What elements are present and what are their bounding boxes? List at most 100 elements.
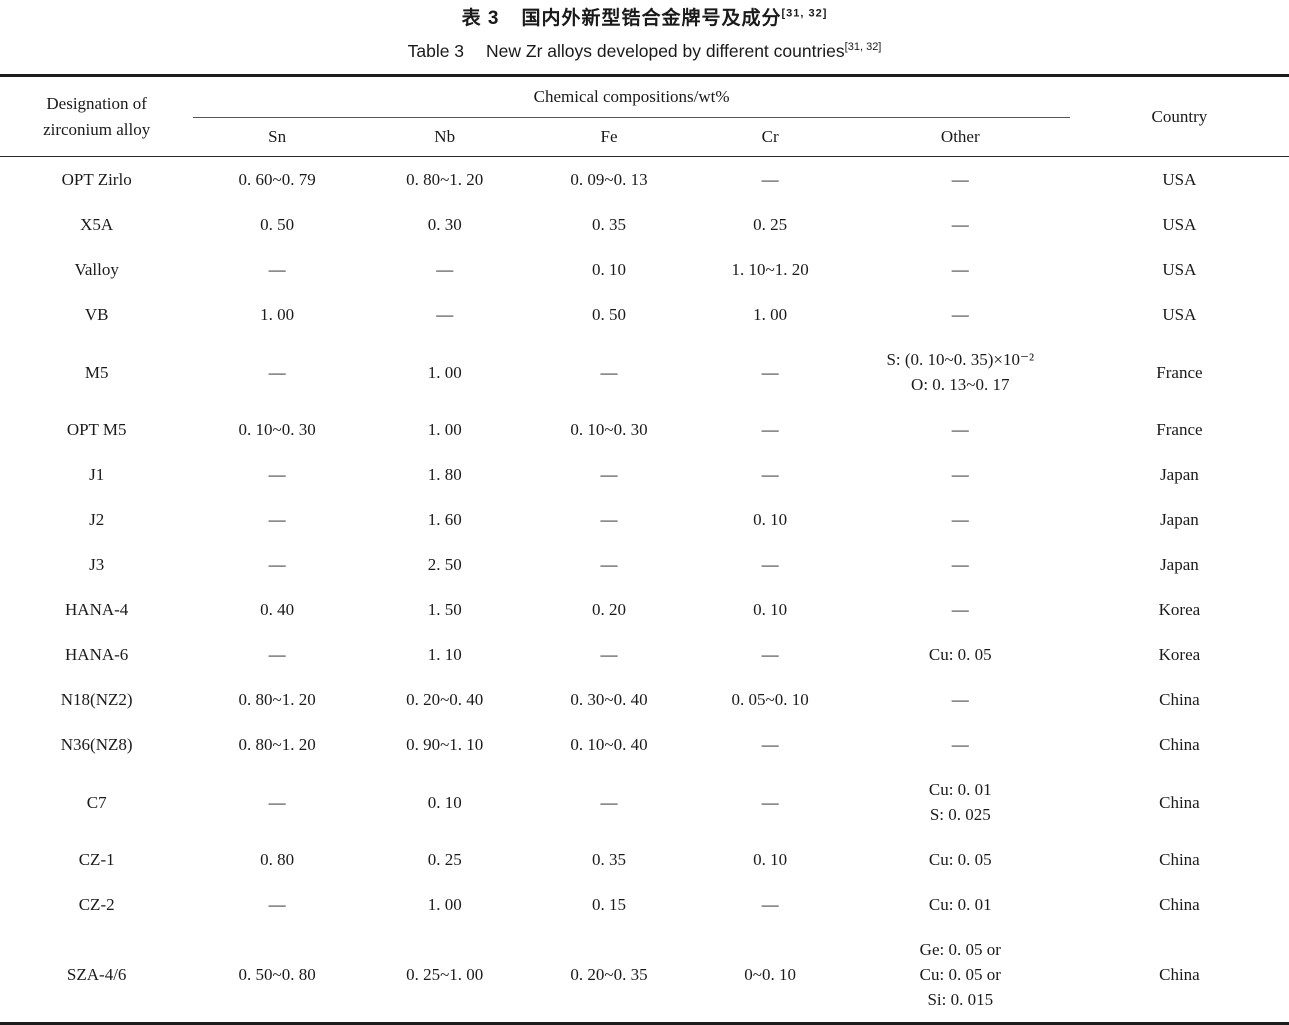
table-title-en-label: Table 3: [407, 41, 465, 61]
cell-line: —: [951, 170, 969, 189]
cell-nb: 1. 00: [427, 362, 462, 382]
cell-nb: —: [436, 260, 454, 279]
cell-line: —: [951, 555, 969, 574]
cell-other: Cu: 0. 05: [851, 837, 1070, 882]
cell-sn: —: [268, 555, 286, 574]
table-row: N18(NZ2) 0. 80~1. 20 0. 20~0. 40 0. 30~0. 4…: [0, 677, 1289, 722]
cell-country: France: [1156, 420, 1203, 439]
cell-nb: 1. 00: [427, 895, 462, 914]
cell-cr: 0. 10: [753, 600, 788, 619]
cell-line: —: [951, 600, 969, 619]
cell-cr: 0. 05~0. 10: [731, 690, 809, 709]
cell-name: J1: [89, 465, 105, 484]
col-header-designation-line1: Designation of: [46, 93, 147, 113]
cell-line: —: [951, 305, 969, 324]
table-row: N36(NZ8) 0. 80~1. 20 0. 90~1. 10 0. 10~0. 4…: [0, 722, 1289, 767]
table-row: SZA-4/6 0. 50~0. 80 0. 25~1. 00 0. 20~0. 35…: [0, 927, 1289, 1024]
cell-nb: 0. 20~0. 40: [406, 690, 484, 709]
table-row: Valloy — — 0. 10 1. 10~1. 20 — USA: [0, 247, 1289, 292]
cell-country: USA: [1162, 305, 1197, 324]
cell-cr: —: [761, 465, 779, 484]
table-row: HANA-4 0. 40 1. 50 0. 20 0. 10 — Korea: [0, 587, 1289, 632]
cell-cr: 0. 25: [753, 215, 788, 234]
cell-other: —: [851, 722, 1070, 767]
table-title-zh-label: 表 3: [461, 8, 500, 29]
cell-sn: 0. 50~0. 80: [238, 965, 316, 984]
cell-line: Cu: 0. 05 or: [919, 965, 1001, 984]
cell-sn: 0. 50: [260, 215, 295, 234]
cell-line: Cu: 0. 05: [928, 850, 992, 869]
col-header-other: Other: [940, 127, 980, 146]
cell-other: —: [851, 292, 1070, 337]
cell-cr: 0. 10: [753, 510, 788, 529]
cell-country: China: [1159, 735, 1200, 754]
cell-nb: 0. 80~1. 20: [406, 170, 484, 189]
cell-sn: 1. 00: [260, 305, 295, 324]
table-row: J3 — 2. 50 — — — Japan: [0, 542, 1289, 587]
cell-cr: 1. 00: [753, 305, 788, 324]
cell-fe: 0. 50: [592, 305, 627, 324]
table-body: OPT Zirlo 0. 60~0. 79 0. 80~1. 20 0. 09~0. …: [0, 157, 1289, 1024]
cell-country: Japan: [1160, 465, 1199, 484]
cell-fe: —: [600, 465, 618, 484]
cell-cr: 0~0. 10: [744, 965, 796, 984]
table-row: J1 — 1. 80 — — — Japan: [0, 452, 1289, 497]
cell-name: C7: [86, 792, 107, 812]
col-header-designation-line2: zirconium alloy: [43, 119, 151, 139]
cell-sn: 0. 80~1. 20: [238, 735, 316, 754]
cell-nb: 1. 60: [427, 510, 462, 529]
cell-fe: 0. 35: [592, 215, 627, 234]
cell-name: X5A: [80, 215, 114, 234]
cell-other: —: [851, 452, 1070, 497]
cell-sn: 0. 80: [260, 850, 295, 869]
table-header: Designation of zirconium alloy Chemical …: [0, 75, 1289, 157]
cell-nb: 0. 25~1. 00: [406, 965, 484, 984]
cell-other: —: [851, 677, 1070, 722]
cell-cr: 1. 10~1. 20: [731, 260, 809, 279]
table-row: OPT M5 0. 10~0. 30 1. 00 0. 10~0. 30 — — Franc…: [0, 407, 1289, 452]
cell-other: —: [851, 587, 1070, 632]
table-row: CZ-2 — 1. 00 0. 15 — Cu: 0. 01 China: [0, 882, 1289, 927]
cell-cr: —: [761, 792, 779, 812]
cell-other: Cu: 0. 01 S: 0. 025: [851, 767, 1070, 837]
cell-name: CZ-1: [78, 850, 115, 869]
cell-name: N36(NZ8): [60, 735, 133, 754]
col-header-chemical-compositions: Chemical compositions/wt%: [193, 75, 1070, 118]
cell-name: VB: [84, 305, 109, 324]
cell-name: J3: [89, 555, 105, 574]
cell-sn: —: [268, 895, 286, 914]
cell-sn: 0. 40: [260, 600, 295, 619]
cell-country: USA: [1162, 170, 1197, 189]
cell-nb: 0. 90~1. 10: [406, 735, 484, 754]
cell-fe: 0. 20~0. 35: [570, 965, 648, 984]
cell-cr: —: [761, 895, 779, 914]
cell-fe: 0. 15: [592, 895, 627, 914]
cell-sn: —: [268, 260, 286, 279]
cell-line: —: [951, 735, 969, 754]
col-header-cr: Cr: [761, 127, 779, 146]
cell-sn: 0. 10~0. 30: [238, 420, 316, 439]
cell-nb: 1. 10: [427, 645, 462, 664]
cell-other: —: [851, 157, 1070, 203]
cell-line: S: 0. 025: [929, 805, 991, 824]
cell-line: —: [951, 465, 969, 484]
cell-name: N18(NZ2): [60, 690, 133, 709]
cell-cr: —: [761, 735, 779, 754]
cell-cr: —: [761, 170, 779, 189]
cell-other: S: (0. 10~0. 35)×10⁻² O: 0. 13~0. 17: [851, 337, 1070, 407]
cell-sn: 0. 60~0. 79: [238, 170, 316, 189]
cell-fe: —: [600, 792, 618, 812]
table-row: HANA-6 — 1. 10 — — Cu: 0. 05 Korea: [0, 632, 1289, 677]
cell-nb: 0. 10: [427, 792, 462, 812]
cell-line: S: (0. 10~0. 35)×10⁻²: [886, 350, 1035, 369]
cell-nb: 2. 50: [427, 555, 462, 574]
cell-sn: —: [268, 465, 286, 484]
cell-line: Cu: 0. 05: [928, 645, 992, 664]
table-row: C7 — 0. 10 — — Cu: 0. 01 S: 0. 025 China: [0, 767, 1289, 837]
cell-sn: —: [268, 645, 286, 664]
col-header-sn: Sn: [268, 127, 287, 146]
header-row-sub: Sn Nb Fe Cr Other: [0, 118, 1289, 157]
table-title-zh: 表 3 国内外新型锆合金牌号及成分[31, 32]: [0, 6, 1289, 32]
cell-cr: —: [761, 362, 779, 382]
cell-name: OPT M5: [66, 420, 127, 439]
